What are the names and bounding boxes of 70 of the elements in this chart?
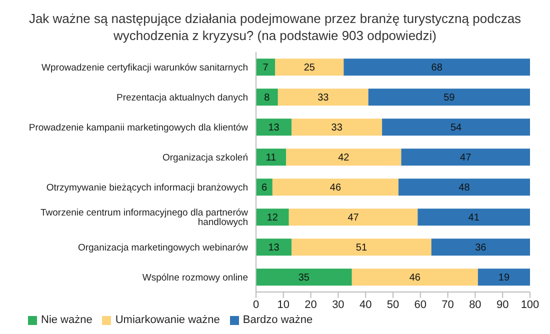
legend-label: Bardzo ważne — [242, 314, 313, 326]
y-tick-label: Wprowadzenie certyfikacji warunków sanitarnych — [42, 62, 248, 74]
y-tick-label: Otrzymywanie bieżących informacji branżowych — [46, 182, 248, 194]
y-tick-label: Prowadzenie kampanii marketingowych dla klientów — [28, 122, 248, 134]
x-tick-label: 20 — [304, 298, 317, 311]
data-label: 51 — [356, 242, 368, 254]
chart-title: Jak ważne są następujące działania podejmowane przez branżę turystyczną podczas wychodzenia z kryzysu? (na podstawie 903 odpowiedzi) — [28, 10, 522, 44]
data-label: 42 — [338, 152, 350, 164]
data-label: 68 — [431, 62, 443, 74]
x-tick-label: 100 — [520, 298, 540, 311]
y-tick-label: Tworzenie centrum informacyjnego dla partnerów handlowych — [40, 208, 248, 228]
data-label: 48 — [458, 182, 470, 194]
x-tick-label: 0 — [252, 298, 260, 311]
bar — [256, 148, 286, 166]
bar — [292, 118, 382, 136]
bar — [401, 148, 530, 166]
y-tick-label: Prezentacja aktualnych danych — [116, 92, 248, 104]
data-label: 47 — [348, 212, 360, 224]
bar — [431, 238, 530, 256]
x-tick-label: 40 — [359, 298, 372, 311]
bar — [352, 268, 478, 286]
x-tick-label: 10 — [277, 298, 290, 311]
legend-label: Nie ważne — [41, 314, 92, 326]
bar — [478, 268, 530, 286]
x-tick-label: 90 — [496, 298, 509, 311]
bar — [256, 58, 276, 76]
bar — [368, 88, 530, 106]
x-tick-label: 30 — [332, 298, 344, 311]
bar — [256, 268, 352, 286]
data-label: 12 — [266, 212, 278, 224]
data-label: 54 — [450, 122, 462, 134]
data-label: 19 — [498, 272, 510, 284]
y-tick-label: Organizacja szkoleń — [162, 152, 248, 164]
data-label: 47 — [460, 152, 472, 164]
bar — [256, 118, 292, 136]
bar — [272, 178, 398, 196]
y-tick-label: Organizacja marketingowych webinarów — [78, 242, 248, 254]
x-tick-label: 60 — [414, 298, 427, 311]
data-label: 33 — [318, 92, 330, 104]
data-label: 41 — [468, 212, 480, 224]
bar — [418, 208, 530, 226]
data-label: 33 — [331, 122, 343, 134]
bar — [286, 148, 402, 166]
data-label: 8 — [264, 92, 270, 104]
bar — [256, 88, 278, 106]
x-tick-label: 70 — [442, 298, 454, 311]
data-label: 46 — [409, 272, 421, 284]
data-label: 59 — [444, 92, 456, 104]
data-label: 13 — [268, 242, 280, 254]
data-label: 7 — [262, 62, 269, 74]
data-label: 13 — [268, 122, 280, 134]
bar — [256, 208, 289, 226]
bar — [275, 58, 344, 76]
data-label: 6 — [261, 182, 268, 194]
bar — [256, 238, 292, 256]
bar — [344, 58, 530, 76]
legend-label: Umiarkowanie ważne — [115, 314, 220, 326]
data-label: 25 — [304, 62, 316, 74]
x-tick-label: 50 — [386, 298, 400, 311]
x-tick-label: 80 — [469, 298, 482, 311]
data-label: 46 — [330, 182, 342, 194]
bar — [278, 88, 368, 106]
bar — [382, 118, 530, 136]
bar — [398, 178, 530, 196]
bar — [292, 238, 432, 256]
y-tick-label: Wspólne rozmowy online — [142, 272, 248, 284]
data-label: 11 — [266, 152, 277, 164]
data-label: 35 — [298, 272, 310, 284]
bar — [288, 208, 418, 226]
data-label: 36 — [475, 242, 487, 254]
